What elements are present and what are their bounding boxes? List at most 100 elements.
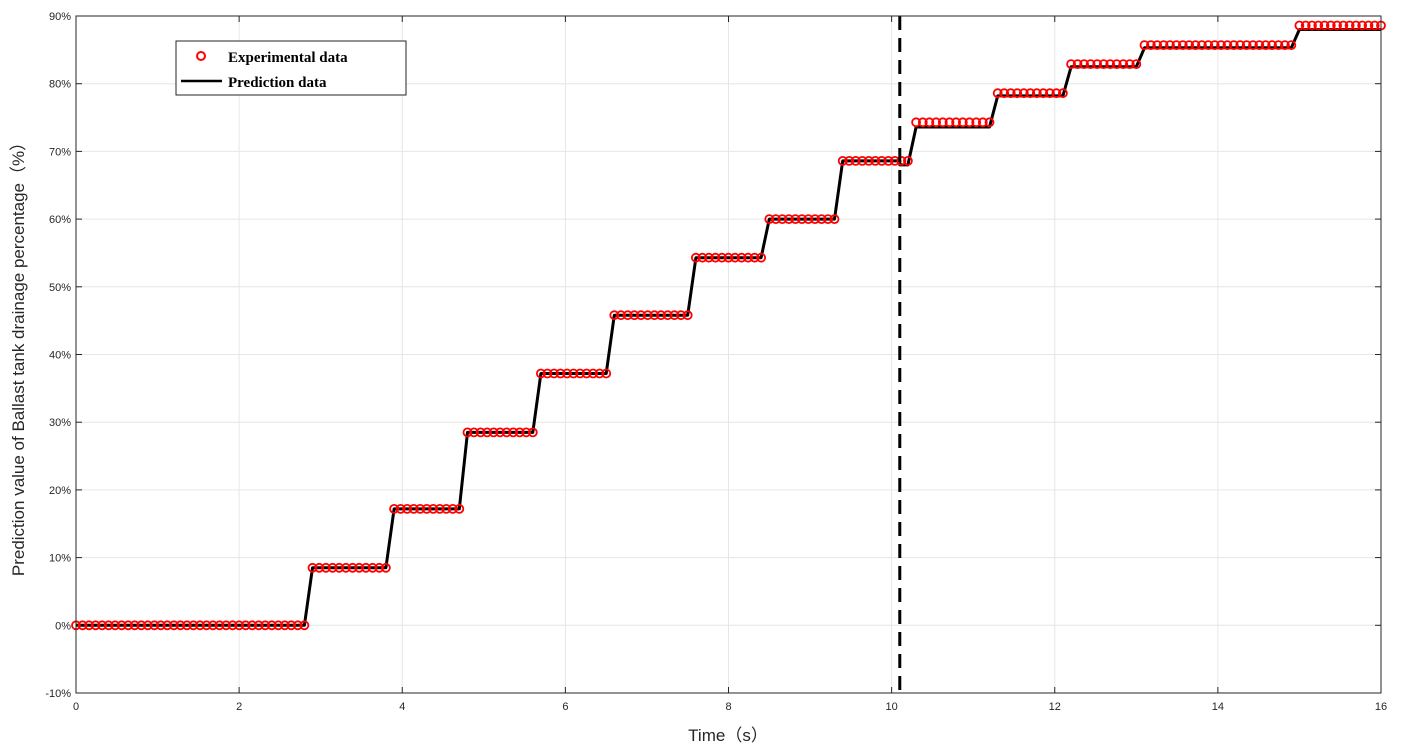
data-point [149, 620, 160, 631]
data-point [937, 117, 948, 128]
data-point [1260, 40, 1271, 50]
data-point [1338, 20, 1349, 31]
data-point [944, 117, 955, 128]
data-point [279, 620, 290, 631]
data-point [1158, 40, 1169, 50]
data-point [1203, 40, 1214, 50]
data-point [549, 368, 559, 379]
y-tick-label: 10% [49, 553, 71, 565]
data-point [736, 252, 747, 263]
data-point [201, 620, 212, 631]
data-point [863, 155, 874, 166]
data-point [408, 503, 419, 514]
data-point [676, 310, 686, 321]
data-point [1190, 40, 1201, 50]
data-point [1280, 40, 1290, 50]
data-point [951, 117, 961, 128]
data-point [1216, 40, 1226, 50]
data-point [957, 117, 968, 128]
data-point [181, 620, 192, 631]
plot-frame [75, 15, 1382, 694]
data-point [1325, 20, 1336, 31]
data-point [790, 214, 801, 225]
data-point [857, 155, 868, 166]
data-point [803, 214, 814, 225]
data-point [536, 368, 546, 379]
x-tick-label: 2 [236, 701, 242, 713]
data-point [829, 214, 840, 225]
data-point [334, 562, 345, 573]
data-point [367, 562, 378, 573]
data-point [402, 503, 413, 514]
data-point [931, 117, 941, 128]
data-point [1072, 59, 1083, 69]
data-point [521, 427, 532, 438]
data-point [508, 427, 519, 438]
data-point [1139, 40, 1150, 50]
data-point [1357, 20, 1368, 31]
data-point [823, 214, 833, 225]
data-point [1313, 20, 1324, 31]
data-point [1300, 20, 1311, 31]
data-point [588, 368, 598, 379]
data-point [307, 562, 318, 573]
data-point [1124, 59, 1135, 69]
data-point [168, 620, 179, 631]
data-point [704, 252, 714, 263]
data-point [636, 310, 646, 321]
y-tick-label: 80% [49, 79, 71, 91]
data-point [1152, 40, 1163, 50]
data-point [568, 368, 579, 379]
data-point [984, 117, 995, 128]
data-point [743, 252, 753, 263]
data-point [594, 368, 605, 379]
data-point [514, 427, 525, 438]
data-point [1332, 20, 1342, 31]
data-point [136, 620, 147, 631]
data-point [896, 155, 907, 166]
data-point [1294, 20, 1305, 31]
data-point [1241, 40, 1252, 50]
data-point [234, 620, 245, 631]
data-point [629, 310, 640, 321]
data-point [1177, 40, 1188, 50]
legend-box [175, 40, 407, 96]
legend-label-prediction: Prediction data [228, 75, 327, 91]
data-point [575, 368, 585, 379]
data-point [777, 214, 788, 225]
y-axis-ticks: -10% 0% 10% 20% 30% 40% 50% 60% 70% 80% 90% [45, 11, 1381, 700]
data-point [123, 620, 134, 631]
data-point [697, 252, 708, 263]
x-tick-label: 4 [399, 701, 405, 713]
data-point [1058, 88, 1068, 99]
data-point [844, 155, 855, 166]
data-point [320, 562, 331, 573]
data-point [527, 427, 538, 438]
data-point [1254, 40, 1265, 50]
data-point [1344, 20, 1355, 31]
data-point [462, 427, 473, 438]
data-point [84, 620, 94, 631]
data-point [999, 88, 1010, 99]
data-point [816, 214, 827, 225]
data-point [1273, 40, 1284, 50]
data-point [90, 620, 101, 631]
data-point [1165, 40, 1175, 50]
data-point [374, 562, 385, 573]
data-point [347, 562, 358, 573]
data-point [850, 155, 861, 166]
data-point [77, 620, 88, 631]
data-point [876, 155, 887, 166]
data-point [1267, 40, 1277, 50]
data-point [360, 562, 371, 573]
legend: Experimental data Prediction data [175, 40, 407, 96]
data-point [749, 252, 760, 263]
data-point [286, 620, 297, 631]
data-point [299, 620, 310, 631]
x-axis-label: Time（s） [688, 726, 768, 745]
data-point [501, 427, 512, 438]
data-point [434, 503, 445, 514]
data-point [1222, 40, 1233, 50]
data-point [1085, 59, 1096, 69]
